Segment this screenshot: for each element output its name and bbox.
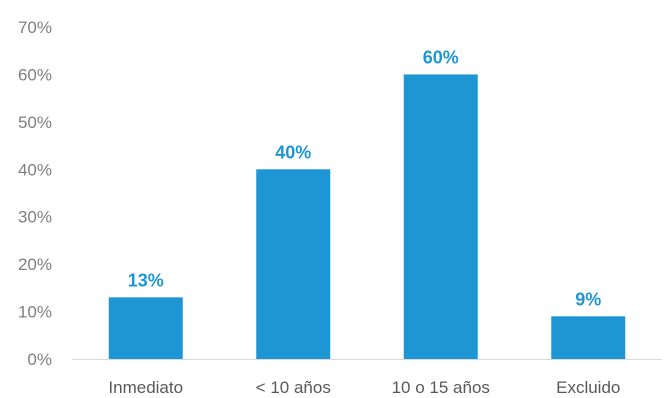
y-tick-label: 10% bbox=[18, 303, 52, 322]
y-tick-label: 30% bbox=[18, 208, 52, 227]
data-label: 9% bbox=[575, 289, 601, 309]
bar-3 bbox=[551, 316, 626, 359]
data-label: 13% bbox=[128, 270, 164, 290]
y-tick-label: 40% bbox=[18, 160, 52, 179]
y-tick-label: 70% bbox=[18, 18, 52, 37]
y-tick-label: 50% bbox=[18, 113, 52, 132]
bar-0 bbox=[108, 297, 183, 359]
y-tick-label: 0% bbox=[27, 350, 52, 369]
x-tick-label: Inmediato bbox=[108, 378, 183, 397]
data-label: 40% bbox=[275, 142, 311, 162]
y-tick-label: 20% bbox=[18, 255, 52, 274]
y-tick-label: 60% bbox=[18, 65, 52, 84]
bar-2 bbox=[403, 74, 478, 359]
x-tick-label: Excluido bbox=[556, 378, 620, 397]
x-tick-label: < 10 años bbox=[256, 378, 331, 397]
x-tick-label: 10 o 15 años bbox=[392, 378, 490, 397]
bar-1 bbox=[256, 169, 331, 359]
data-label: 60% bbox=[423, 47, 459, 67]
